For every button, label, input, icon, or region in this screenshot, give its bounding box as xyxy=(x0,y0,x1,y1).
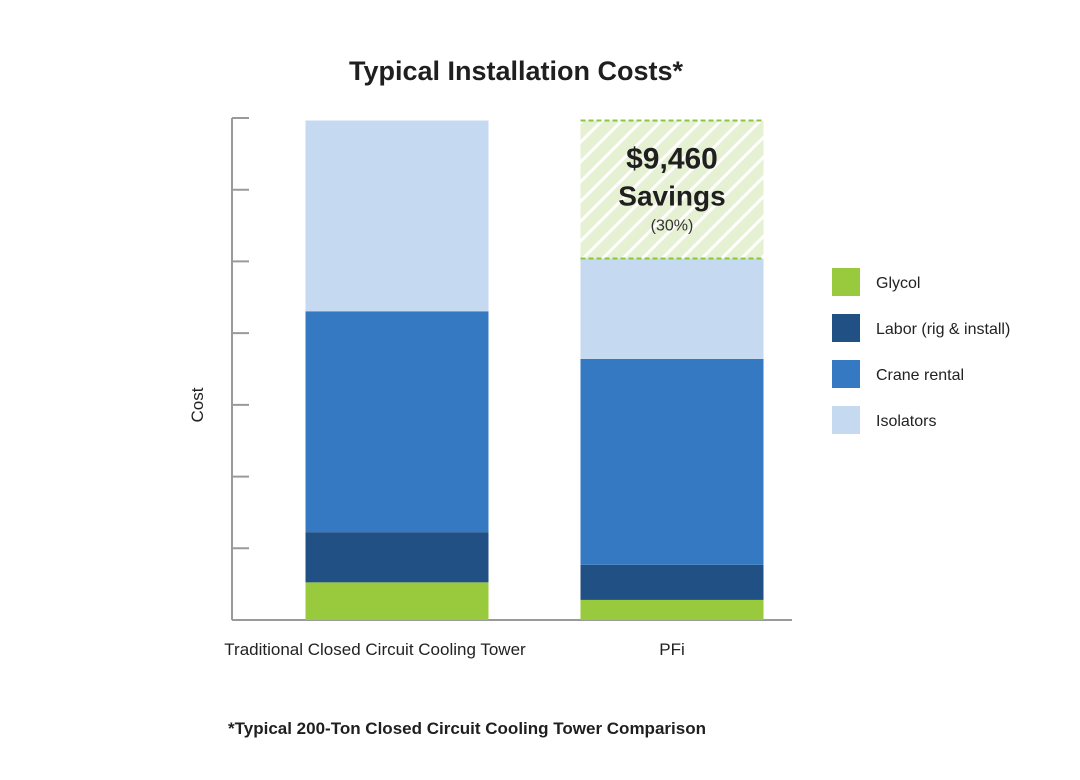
savings-amount: $9,460 xyxy=(626,143,718,176)
legend-label-isolators: Isolators xyxy=(876,413,936,430)
legend-label-glycol: Glycol xyxy=(876,275,920,292)
bar-segment-labor-rig-install xyxy=(580,564,764,600)
y-axis-label: Cost xyxy=(188,387,207,422)
bar-segment-isolators xyxy=(580,258,764,359)
legend-label-labor-rig-install: Labor (rig & install) xyxy=(876,321,1010,338)
x-tick-label: PFi xyxy=(659,640,685,659)
savings-area xyxy=(580,120,764,259)
savings-percent: (30%) xyxy=(651,218,694,235)
legend-swatch-isolators xyxy=(832,406,860,434)
savings-label: Savings xyxy=(618,181,725,212)
legend-label-crane-rental: Crane rental xyxy=(876,367,964,384)
bar-segment-crane-rental xyxy=(305,311,489,533)
x-tick-label: Traditional Closed Circuit Cooling Tower xyxy=(224,640,526,659)
legend: Glycol Labor (rig & install) Crane rental I… xyxy=(832,268,1010,434)
legend-swatch-labor-rig-install xyxy=(832,314,860,342)
legend-swatch-crane-rental xyxy=(832,360,860,388)
bar-segment-glycol xyxy=(580,599,764,620)
chart-title: Typical Installation Costs* xyxy=(349,56,684,86)
bar-segment-isolators xyxy=(305,120,489,312)
category-labels: Traditional Closed Circuit Cooling Tower… xyxy=(224,640,684,659)
bar-segment-labor-rig-install xyxy=(305,532,489,583)
bar-segment-crane-rental xyxy=(580,358,764,565)
savings-callout: $9,460 Savings (30%) xyxy=(580,119,764,260)
bar-segment-glycol xyxy=(305,582,489,620)
footnote: *Typical 200-Ton Closed Circuit Cooling … xyxy=(228,719,706,738)
legend-swatch-glycol xyxy=(832,268,860,296)
bars xyxy=(305,120,764,620)
